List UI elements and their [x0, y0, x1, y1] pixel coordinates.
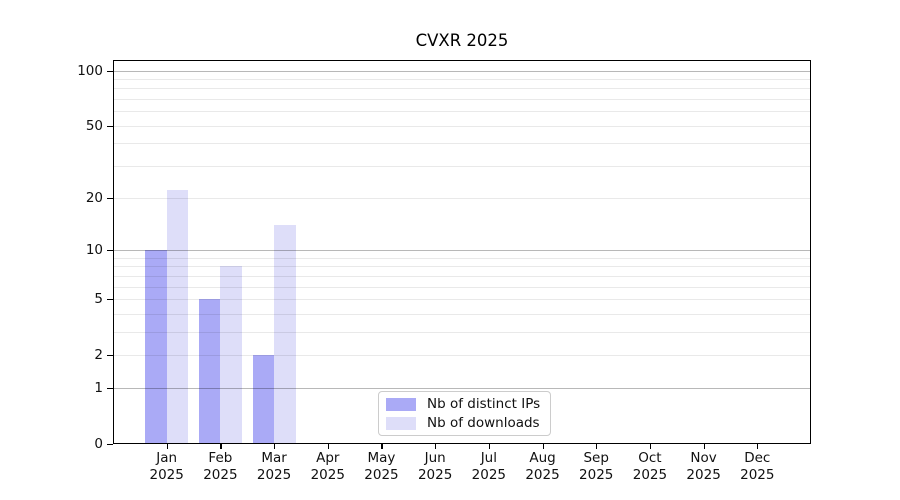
legend-item-downloads: Nb of downloads [386, 415, 540, 431]
legend: Nb of distinct IPs Nb of downloads [378, 391, 552, 436]
gridline-minor-20 [113, 197, 811, 199]
x-tick-label-jun: Jun 2025 [407, 450, 463, 484]
x-tick-label-year: 2025 [686, 467, 721, 483]
x-tick-mar [274, 444, 276, 449]
gridline-major-100 [113, 70, 811, 72]
x-tick-label-year: 2025 [632, 467, 668, 483]
x-tick-label-year: 2025 [740, 467, 775, 483]
x-tick-jul [488, 444, 491, 449]
x-tick-label-month: Sep [583, 450, 609, 466]
bar-distinct-ips-feb [198, 298, 221, 444]
x-tick-label-jul: Jul 2025 [461, 450, 517, 484]
x-tick-label-oct: Oct 2025 [622, 450, 678, 484]
x-tick-oct [649, 444, 652, 449]
x-tick-label-jan: Jan 2025 [139, 450, 195, 484]
x-tick-dec [757, 444, 759, 449]
legend-label-downloads: Nb of downloads [427, 415, 540, 431]
x-tick-nov [703, 444, 705, 449]
y-tick-10 [107, 249, 113, 252]
x-tick-label-nov: Nov 2025 [676, 450, 732, 484]
x-tick-jan [166, 444, 168, 449]
x-tick-label-year: 2025 [417, 467, 453, 483]
gridline-minor-60 [113, 111, 811, 113]
gridline-minor-90 [113, 78, 811, 80]
x-tick-label-month: Jul [480, 450, 497, 466]
x-tick-aug [542, 444, 544, 449]
legend-swatch-distinct-ips [386, 397, 416, 411]
y-tick-20 [107, 197, 113, 199]
gridline-minor-9 [113, 257, 811, 259]
gridline-minor-80 [113, 88, 811, 90]
y-tick-label-20: 20 [85, 189, 103, 206]
gridline-minor-50 [113, 125, 811, 127]
x-tick-feb [220, 444, 222, 449]
bar-downloads-mar [274, 224, 296, 444]
y-tick-50 [107, 125, 113, 127]
x-tick-label-mar: Mar 2025 [246, 450, 302, 484]
plot-area [113, 60, 811, 444]
legend-item-distinct-ips: Nb of distinct IPs [386, 396, 540, 412]
x-tick-label-month: Dec [744, 450, 771, 466]
x-tick-apr [327, 444, 329, 449]
x-tick-jun [435, 444, 437, 449]
y-tick-1 [107, 387, 113, 390]
x-tick-label-year: 2025 [310, 467, 345, 483]
x-tick-label-month: May [367, 450, 396, 466]
gridline-minor-30 [113, 166, 811, 168]
y-tick-label-0: 0 [94, 436, 103, 452]
y-tick-0 [107, 444, 113, 446]
x-tick-label-month: Mar [261, 450, 287, 466]
x-tick-label-month: Oct [638, 450, 662, 466]
bar-downloads-jan [166, 190, 189, 444]
x-tick-label-year: 2025 [256, 467, 292, 483]
x-tick-label-aug: Aug 2025 [515, 450, 571, 484]
y-tick-label-50: 50 [85, 117, 103, 134]
bar-distinct-ips-jan [145, 249, 167, 444]
x-tick-label-year: 2025 [471, 467, 507, 483]
y-tick-2 [107, 355, 113, 357]
gridline-minor-8 [113, 266, 811, 268]
y-tick-label-100: 100 [77, 62, 103, 79]
x-tick-label-month: Feb [208, 450, 233, 466]
y-tick-100 [107, 70, 113, 72]
x-tick-label-year: 2025 [149, 467, 184, 483]
gridline-minor-7 [113, 275, 811, 277]
y-tick-label-2: 2 [94, 347, 103, 364]
x-tick-may [381, 444, 383, 449]
y-tick-5 [107, 298, 113, 301]
x-tick-label-month: Nov [690, 450, 717, 466]
x-tick-label-feb: Feb 2025 [192, 450, 248, 484]
legend-swatch-downloads [386, 416, 416, 430]
gridline-major-10 [113, 249, 811, 251]
x-tick-label-year: 2025 [203, 467, 238, 483]
x-tick-label-sep: Sep 2025 [568, 450, 624, 484]
x-tick-label-may: May 2025 [353, 450, 409, 484]
y-tick-label-5: 5 [94, 290, 103, 307]
x-tick-label-apr: Apr 2025 [300, 450, 356, 484]
x-tick-sep [596, 444, 598, 449]
x-tick-label-month: Jan [156, 450, 178, 466]
chart-title: CVXR 2025 [415, 31, 509, 50]
gridline-minor-70 [113, 99, 811, 101]
x-tick-label-month: Aug [529, 450, 556, 466]
x-tick-label-month: Jun [424, 450, 446, 466]
y-tick-label-1: 1 [94, 379, 103, 396]
x-tick-label-year: 2025 [525, 467, 560, 483]
gridline-minor-6 [113, 286, 811, 288]
x-tick-label-dec: Dec 2025 [729, 450, 785, 484]
y-tick-label-10: 10 [85, 241, 103, 258]
legend-label-distinct-ips: Nb of distinct IPs [427, 396, 541, 412]
gridline-minor-40 [113, 143, 811, 145]
bar-downloads-feb [220, 266, 242, 444]
x-tick-label-month: Apr [316, 450, 340, 466]
x-tick-label-year: 2025 [579, 467, 614, 483]
bar-distinct-ips-mar [252, 355, 275, 444]
x-tick-label-year: 2025 [364, 467, 399, 483]
